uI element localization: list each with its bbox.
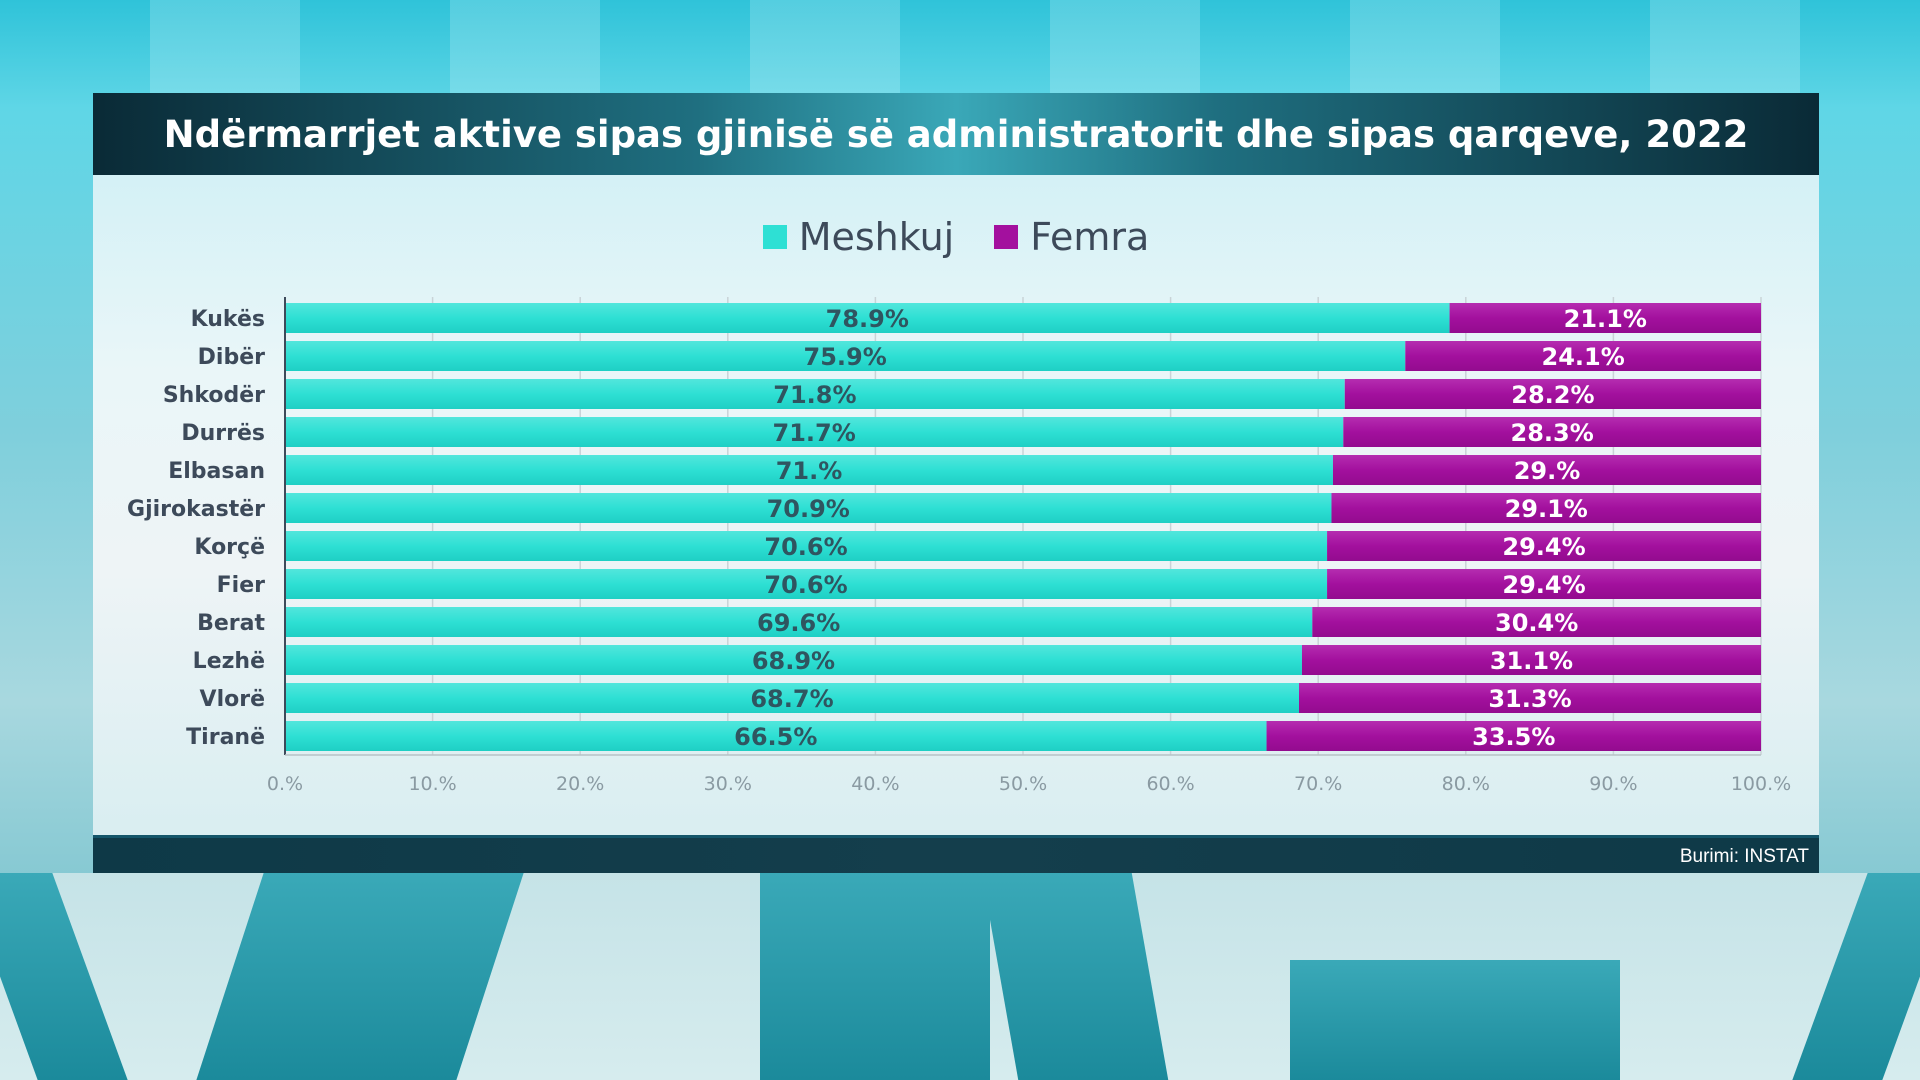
x-tick-label: 70.% <box>1294 773 1342 795</box>
x-tick-label: 0.% <box>267 773 303 795</box>
category-label: Elbasan <box>168 459 265 484</box>
bar-meshkuj <box>286 341 1406 371</box>
bar-femra <box>1344 379 1761 409</box>
data-label-femra: 29.4% <box>1502 533 1585 561</box>
chart-title: Ndërmarrjet aktive sipas gjinisë së admi… <box>163 112 1749 156</box>
bar-femra <box>1331 493 1761 523</box>
data-label-meshkuj: 70.6% <box>764 533 847 561</box>
category-label: Shkodër <box>163 383 265 408</box>
data-label-femra: 29.% <box>1514 457 1581 485</box>
bar-meshkuj <box>286 455 1333 485</box>
category-label: Dibër <box>198 345 265 370</box>
bar-meshkuj <box>286 683 1300 713</box>
category-label: Fier <box>217 573 265 598</box>
category-label: Lezhë <box>193 649 265 674</box>
bar-femra <box>1312 607 1761 637</box>
x-tick-label: 60.% <box>1146 773 1194 795</box>
data-label-femra: 30.4% <box>1495 609 1578 637</box>
background-stripes <box>0 0 1920 100</box>
data-label-meshkuj: 71.% <box>776 457 843 485</box>
data-label-femra: 24.1% <box>1542 343 1625 371</box>
data-label-femra: 33.5% <box>1472 723 1555 751</box>
bar-meshkuj <box>286 721 1267 751</box>
data-label-femra: 29.4% <box>1502 571 1585 599</box>
x-tick-label: 30.% <box>704 773 752 795</box>
bar-meshkuj <box>286 531 1328 561</box>
category-label: Vlorë <box>200 687 265 712</box>
data-label-meshkuj: 75.9% <box>804 343 887 371</box>
background-architecture <box>0 873 1920 1080</box>
bar-femra <box>1327 531 1761 561</box>
data-label-meshkuj: 70.9% <box>767 495 850 523</box>
x-tick-label: 40.% <box>851 773 899 795</box>
bar-meshkuj <box>286 569 1328 599</box>
category-label: Kukës <box>191 307 265 332</box>
data-label-meshkuj: 68.7% <box>750 685 833 713</box>
legend-label-femra: Femra <box>1030 215 1150 259</box>
x-tick-label: 100.% <box>1731 773 1791 795</box>
category-label: Korçë <box>194 535 265 560</box>
bar-femra <box>1299 683 1761 713</box>
bar-femra <box>1327 569 1761 599</box>
data-label-femra: 28.2% <box>1511 381 1594 409</box>
data-label-femra: 28.3% <box>1511 419 1594 447</box>
category-label: Durrës <box>181 421 265 446</box>
bar-meshkuj <box>286 417 1344 447</box>
bar-femra <box>1405 341 1761 371</box>
bar-meshkuj <box>286 303 1450 333</box>
data-label-meshkuj: 70.6% <box>764 571 847 599</box>
bar-meshkuj <box>286 645 1302 675</box>
bar-meshkuj <box>286 379 1345 409</box>
data-label-meshkuj: 71.8% <box>773 381 856 409</box>
axis: 0.% 10.% 20.% 30.% 40.% 50.% 60.% 70.% 80.% 90.% 1… <box>127 297 1791 795</box>
bar-meshkuj <box>286 493 1332 523</box>
bar-femra <box>1332 455 1761 485</box>
data-label-meshkuj: 66.5% <box>734 723 817 751</box>
bars: 78.9% 21.1% 75.9% 24.1% 71.8% 28.2% 71.7% 28.3%… <box>286 303 1761 751</box>
data-label-femra: 29.1% <box>1505 495 1588 523</box>
bar-femra <box>1301 645 1761 675</box>
x-tick-label: 90.% <box>1589 773 1637 795</box>
legend-item-femra: Femra <box>994 215 1149 259</box>
data-label-femra: 21.1% <box>1564 305 1647 333</box>
legend-item-meshkuj: Meshkuj <box>762 215 955 259</box>
bar-meshkuj <box>286 607 1313 637</box>
x-tick-label: 50.% <box>999 773 1047 795</box>
category-label: Tiranë <box>186 725 265 750</box>
footer-bar: Burimi: INSTAT <box>93 835 1819 873</box>
data-label-meshkuj: 68.9% <box>752 647 835 675</box>
category-label: Berat <box>197 611 265 636</box>
x-tick-label: 80.% <box>1442 773 1490 795</box>
bar-femra <box>1449 303 1761 333</box>
data-label-meshkuj: 69.6% <box>757 609 840 637</box>
data-label-meshkuj: 78.9% <box>826 305 909 333</box>
x-tick-label: 20.% <box>556 773 604 795</box>
data-label-femra: 31.1% <box>1490 647 1573 675</box>
data-label-femra: 31.3% <box>1488 685 1571 713</box>
source-credit: Burimi: INSTAT <box>1679 846 1809 867</box>
title-bar: Ndërmarrjet aktive sipas gjinisë së admi… <box>93 93 1819 175</box>
x-tick-label: 10.% <box>408 773 456 795</box>
grid-lines <box>431 297 1762 755</box>
bar-femra <box>1343 417 1761 447</box>
legend-swatch-femra <box>994 225 1019 249</box>
bar-femra <box>1266 721 1761 751</box>
legend-swatch-meshkuj <box>762 225 787 249</box>
legend-label-meshkuj: Meshkuj <box>798 215 955 259</box>
category-label: Gjirokastër <box>127 497 265 522</box>
data-label-meshkuj: 71.7% <box>773 419 856 447</box>
legend: Meshkuj Femra <box>93 215 1819 259</box>
